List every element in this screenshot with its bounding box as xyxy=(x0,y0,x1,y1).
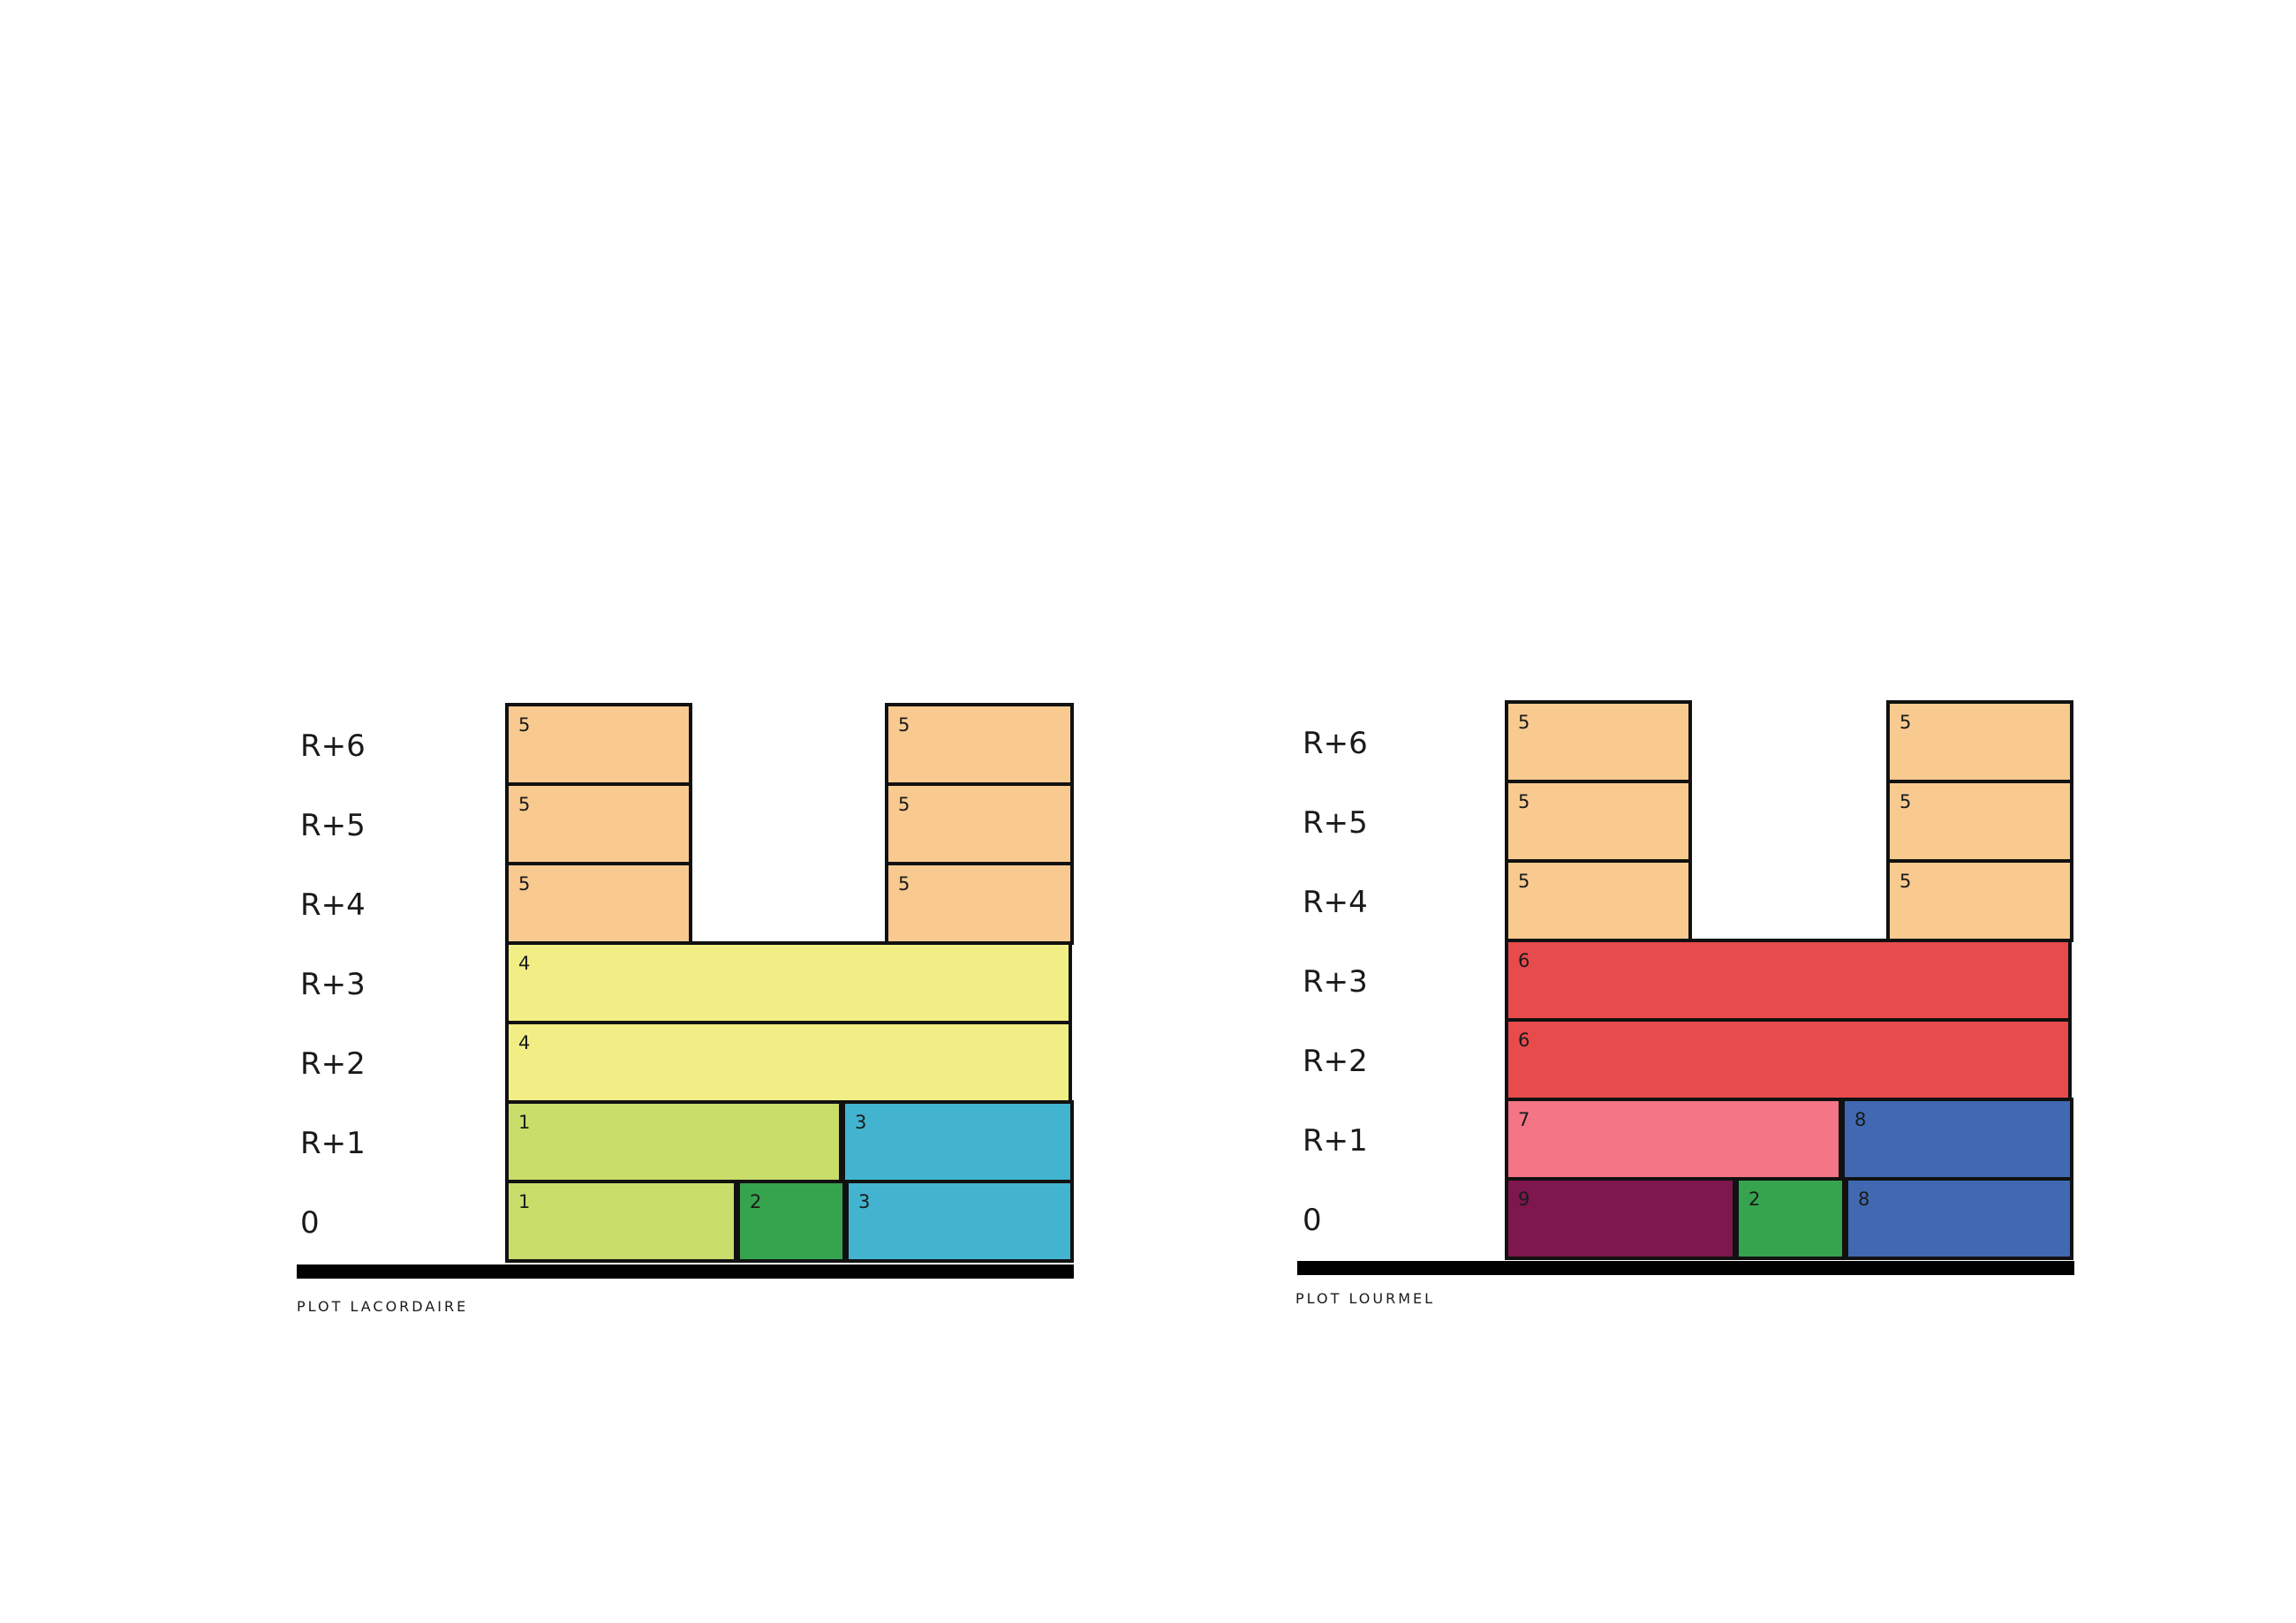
program-block-fill xyxy=(1505,780,1692,863)
program-block-number: 4 xyxy=(518,1032,530,1053)
program-block-fill xyxy=(845,1180,1074,1263)
program-block: 5 xyxy=(885,703,1074,786)
program-block-number: 5 xyxy=(1899,871,1911,892)
program-block-number: 5 xyxy=(518,714,530,736)
program-block-number: 1 xyxy=(518,1112,530,1133)
program-block: 5 xyxy=(885,862,1074,945)
program-block: 6 xyxy=(1505,1018,2072,1101)
program-block-fill xyxy=(885,862,1074,945)
program-block-number: 1 xyxy=(518,1191,530,1212)
program-block-number: 5 xyxy=(1518,712,1529,733)
program-block-fill xyxy=(1886,780,2073,863)
program-block-fill xyxy=(505,703,692,786)
program-block-number: 2 xyxy=(750,1191,761,1212)
program-block-number: 4 xyxy=(518,953,530,974)
program-block: 3 xyxy=(845,1180,1074,1263)
program-block-fill xyxy=(1841,1098,2073,1181)
program-block: 2 xyxy=(1735,1177,1846,1260)
program-block-fill xyxy=(505,1021,1072,1104)
program-block-fill xyxy=(736,1180,846,1263)
program-block: 5 xyxy=(1505,859,1692,942)
program-block-fill xyxy=(885,782,1074,865)
floor-label: R+3 xyxy=(1303,964,1368,1000)
program-block: 5 xyxy=(1505,700,1692,783)
program-block: 9 xyxy=(1505,1177,1736,1260)
program-block: 5 xyxy=(1886,859,2073,942)
program-block: 6 xyxy=(1505,939,2072,1022)
floor-label: R+1 xyxy=(300,1126,366,1161)
diagram-plot-lacordaire: R+6 R+5 R+4 R+3 R+2 R+1 0 5 5 5 5 5 5 4 4 1 3 1 2 3 PLOT LAC… xyxy=(297,703,1074,1315)
program-block: 2 xyxy=(736,1180,846,1263)
program-block: 4 xyxy=(505,1021,1072,1104)
program-block-number: 5 xyxy=(518,794,530,815)
floor-label: R+5 xyxy=(1303,805,1368,841)
program-block-fill xyxy=(1505,939,2072,1022)
program-block: 7 xyxy=(1505,1098,1842,1181)
plot-caption: PLOT LOURMEL xyxy=(1295,1290,1435,1307)
program-block-number: 2 xyxy=(1748,1189,1760,1210)
program-block-fill xyxy=(1886,859,2073,942)
program-block-fill xyxy=(505,1100,842,1183)
floor-label: R+6 xyxy=(1303,726,1368,761)
floor-label: 0 xyxy=(300,1205,320,1241)
program-block-fill xyxy=(1505,1177,1736,1260)
floor-label: R+6 xyxy=(300,728,366,764)
ground-line xyxy=(1297,1261,2074,1275)
program-block-number: 5 xyxy=(898,873,910,895)
program-block: 5 xyxy=(505,782,692,865)
program-block-number: 3 xyxy=(855,1112,866,1133)
program-block-fill xyxy=(1505,700,1692,783)
program-block-fill xyxy=(1735,1177,1846,1260)
program-block-number: 5 xyxy=(1518,871,1529,892)
program-block-fill xyxy=(1505,1098,1842,1181)
program-block-number: 5 xyxy=(1899,712,1911,733)
program-block: 5 xyxy=(1886,700,2073,783)
program-block-fill xyxy=(842,1100,1074,1183)
floor-label: R+2 xyxy=(300,1046,366,1082)
plot-caption: PLOT LACORDAIRE xyxy=(297,1298,468,1315)
floor-label: R+5 xyxy=(300,808,366,843)
floor-label: R+4 xyxy=(1303,885,1368,920)
program-block: 5 xyxy=(505,862,692,945)
program-block: 1 xyxy=(505,1100,842,1183)
program-block-number: 8 xyxy=(1858,1189,1869,1210)
program-block-fill xyxy=(505,862,692,945)
ground-line xyxy=(297,1264,1074,1279)
program-block-number: 6 xyxy=(1518,1030,1529,1051)
floor-label: R+1 xyxy=(1303,1123,1368,1159)
floor-label: R+3 xyxy=(300,967,366,1002)
floor-label: 0 xyxy=(1303,1203,1322,1238)
program-block-number: 7 xyxy=(1518,1109,1529,1130)
floor-label: R+4 xyxy=(300,887,366,923)
program-block-fill xyxy=(1886,700,2073,783)
program-block: 8 xyxy=(1845,1177,2073,1260)
program-block-fill xyxy=(505,1180,737,1263)
program-block: 3 xyxy=(842,1100,1074,1183)
program-block-fill xyxy=(1845,1177,2073,1260)
program-block-number: 9 xyxy=(1518,1189,1529,1210)
floor-label: R+2 xyxy=(1303,1044,1368,1079)
program-block-number: 6 xyxy=(1518,950,1529,971)
program-block-fill xyxy=(505,941,1072,1024)
program-block: 1 xyxy=(505,1180,737,1263)
program-block: 4 xyxy=(505,941,1072,1024)
program-block-number: 5 xyxy=(1899,791,1911,812)
program-block: 5 xyxy=(1505,780,1692,863)
program-block-fill xyxy=(505,782,692,865)
program-block-number: 8 xyxy=(1854,1109,1866,1130)
program-block: 8 xyxy=(1841,1098,2073,1181)
program-block-number: 5 xyxy=(1518,791,1529,812)
program-block-number: 5 xyxy=(518,873,530,895)
program-block-fill xyxy=(885,703,1074,786)
program-block: 5 xyxy=(1886,780,2073,863)
program-block-fill xyxy=(1505,1018,2072,1101)
program-block-number: 5 xyxy=(898,714,910,736)
diagram-plot-lourmel: R+6 R+5 R+4 R+3 R+2 R+1 0 5 5 5 5 5 5 6 6 7 8 9 2 8 PLOT LOU… xyxy=(1295,700,2074,1307)
program-block: 5 xyxy=(505,703,692,786)
program-block-number: 5 xyxy=(898,794,910,815)
program-block-fill xyxy=(1505,859,1692,942)
program-block: 5 xyxy=(885,782,1074,865)
program-block-number: 3 xyxy=(858,1191,870,1212)
